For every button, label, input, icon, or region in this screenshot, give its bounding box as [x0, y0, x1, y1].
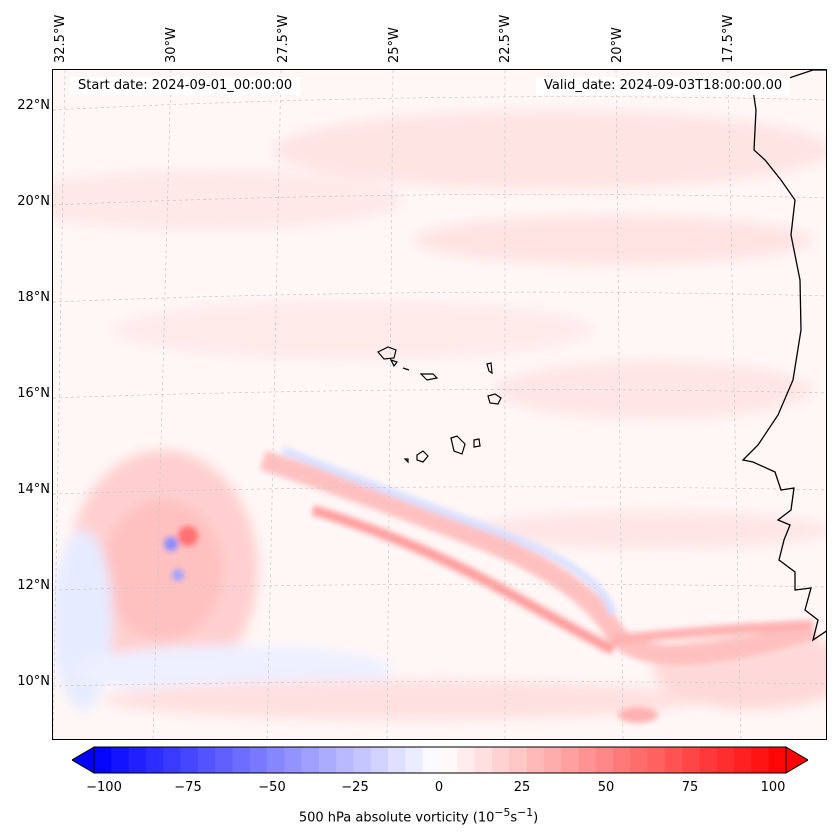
colorbar-cell — [267, 747, 285, 773]
colorbar-tick: −100 — [86, 780, 122, 795]
colorbar-cell — [457, 747, 476, 773]
lat-label: 22°N — [17, 98, 50, 113]
colorbar-tick: 75 — [681, 780, 699, 795]
lon-label: 22.5°W — [498, 14, 513, 63]
colorbar-cell — [630, 747, 649, 773]
map-panel — [52, 69, 827, 740]
vorticity-field — [53, 70, 826, 739]
lat-label: 18°N — [17, 290, 50, 305]
gridlines — [53, 70, 826, 739]
lat-label: 14°N — [17, 482, 50, 497]
african-coastline — [741, 70, 826, 642]
colorbar-cell — [128, 747, 147, 773]
colorbar-cell — [578, 747, 597, 773]
colorbar-cell — [232, 747, 251, 773]
colorbar-cell — [474, 747, 493, 773]
colorbar — [72, 746, 808, 774]
colorbar-low-extension — [72, 747, 94, 773]
vorticity-background-shading — [53, 110, 826, 720]
colorbar-cell — [249, 747, 268, 773]
colorbar-cell — [94, 747, 112, 773]
colorbar-cell — [180, 747, 199, 773]
lat-label: 16°N — [17, 386, 50, 401]
colorbar-cell — [543, 747, 562, 773]
colorbar-cell — [768, 747, 787, 773]
colorbar-cell — [699, 747, 718, 773]
colorbar-cell — [145, 747, 164, 773]
colorbar-cell — [716, 747, 735, 773]
colorbar-cell — [336, 747, 355, 773]
colorbar-cell — [491, 747, 510, 773]
vorticity-band — [164, 446, 816, 723]
colorbar-cell — [353, 747, 372, 773]
colorbar-cell — [422, 747, 441, 773]
lat-label: 20°N — [17, 194, 50, 209]
valid-date-label: Valid_date: 2024-09-03T18:00:00.00 — [536, 77, 791, 95]
lon-label: 30°W — [164, 27, 179, 63]
lat-label: 10°N — [17, 674, 50, 689]
colorbar-cell — [111, 747, 130, 773]
colorbar-cell — [370, 747, 389, 773]
colorbar-cell — [751, 747, 770, 773]
cape-verde-islands — [377, 346, 502, 464]
colorbar-cell — [388, 747, 406, 773]
colorbar-tick: 25 — [513, 780, 531, 795]
colorbar-cell — [595, 747, 614, 773]
colorbar-cell — [613, 747, 631, 773]
colorbar-cell — [163, 747, 182, 773]
colorbar-cell — [734, 747, 752, 773]
colorbar-tick: 0 — [434, 780, 444, 795]
colorbar-cell — [647, 747, 666, 773]
lat-label: 12°N — [17, 578, 50, 593]
colorbar-cell — [318, 747, 337, 773]
colorbar-tick: −25 — [341, 780, 369, 795]
lon-label: 32.5°W — [53, 14, 68, 63]
colorbar-cell — [197, 747, 216, 773]
colorbar-cell — [301, 747, 320, 773]
colorbar-cell — [215, 747, 233, 773]
colorbar-cell — [284, 747, 303, 773]
colorbar-high-extension — [786, 747, 808, 773]
colorbar-tick: −75 — [174, 780, 202, 795]
colorbar-tick: 100 — [760, 780, 786, 795]
lon-label: 27.5°W — [276, 14, 291, 63]
lon-label: 20°W — [610, 27, 625, 63]
colorbar-cell — [664, 747, 683, 773]
colorbar-cell — [526, 747, 545, 773]
start-date-label: Start date: 2024-09-01_00:00:00 — [70, 77, 301, 95]
colorbar-cell — [682, 747, 701, 773]
colorbar-cell — [561, 747, 579, 773]
colorbar-cell — [405, 747, 424, 773]
lon-label: 25°W — [387, 27, 402, 63]
lon-label: 17.5°W — [721, 14, 736, 63]
colorbar-cell — [509, 747, 528, 773]
colorbar-tick: 50 — [597, 780, 615, 795]
colorbar-cell — [440, 747, 458, 773]
colorbar-label: 500 hPa absolute vorticity (10−5s−1) — [298, 806, 539, 826]
colorbar-tick: −50 — [258, 780, 286, 795]
